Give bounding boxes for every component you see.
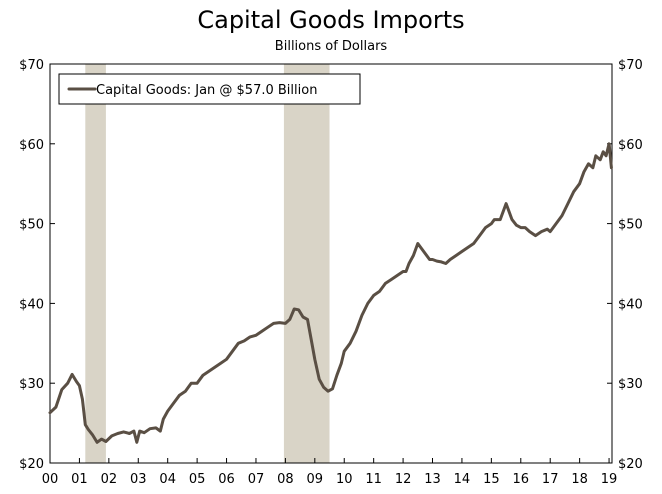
x-tick-label: 08 (277, 472, 294, 487)
y-tick-label-right: $60 (618, 138, 643, 153)
x-tick-label: 19 (601, 472, 618, 487)
y-tick-label-right: $70 (618, 58, 643, 73)
y-tick-label-right: $30 (618, 377, 643, 392)
x-tick-label: 03 (130, 472, 147, 487)
x-tick-label: 17 (542, 472, 559, 487)
legend-box (58, 73, 361, 105)
y-tick-label-left: $70 (19, 58, 44, 73)
x-tick-label: 06 (218, 472, 235, 487)
x-tick-label: 05 (189, 472, 206, 487)
y-tick-label-left: $20 (19, 457, 44, 472)
x-tick-label: 15 (483, 472, 500, 487)
y-tick-label-right: $20 (618, 457, 643, 472)
x-tick-label: 18 (571, 472, 588, 487)
recession-bands (85, 64, 330, 463)
x-tick-label: 04 (159, 472, 176, 487)
y-tick-label-right: $40 (618, 297, 643, 312)
x-tick-label: 01 (71, 472, 88, 487)
x-tick-label: 00 (42, 472, 59, 487)
x-tick-label: 16 (513, 472, 530, 487)
x-tick-label: 13 (424, 472, 441, 487)
y-tick-label-left: $30 (19, 377, 44, 392)
y-tick-label-left: $40 (19, 297, 44, 312)
series-group (48, 142, 613, 444)
series-line-1 (48, 142, 613, 444)
y-tick-label-left: $60 (19, 138, 44, 153)
x-tick-label: 12 (395, 472, 412, 487)
plot-area-frame (49, 63, 613, 464)
recession-band-1 (85, 64, 106, 463)
x-tick-label: 02 (101, 472, 118, 487)
chart-title: Capital Goods Imports (197, 6, 465, 34)
y-tick-label-right: $50 (618, 218, 643, 233)
x-tick-label: 14 (454, 472, 471, 487)
legend-label: Capital Goods: Jan @ $57.0 Billion (96, 83, 317, 98)
chart-subtitle: Billions of Dollars (274, 39, 388, 54)
y-tick-label-left: $50 (19, 218, 44, 233)
axis-ticks: $20 $20 $30 $30 $40 $40 $50 $50 $60 $60 $70 $70 00 01… (19, 58, 643, 487)
legend: Capital Goods: Jan @ $57.0 Billion (58, 73, 361, 105)
x-tick-label: 09 (307, 472, 324, 487)
recession-band-2 (283, 64, 330, 463)
x-tick-label: 11 (365, 472, 382, 487)
x-tick-label: 07 (248, 472, 265, 487)
x-tick-label: 10 (336, 472, 353, 487)
